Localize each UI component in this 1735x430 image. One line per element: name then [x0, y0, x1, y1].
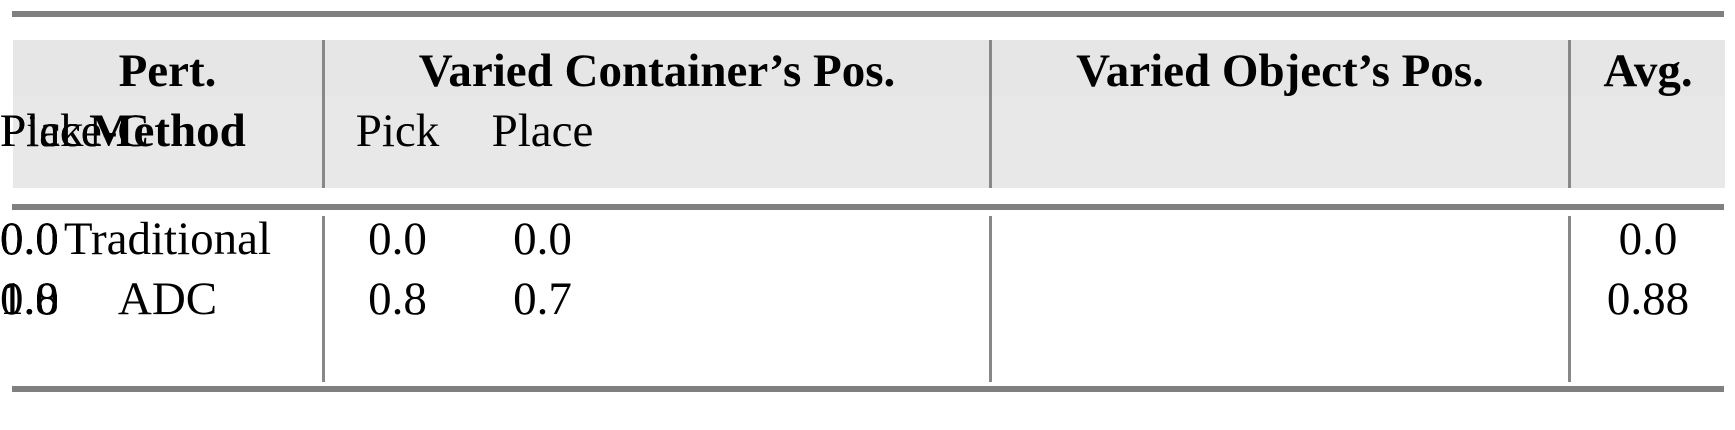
table-subheader-shading [13, 96, 1725, 188]
body-divider-after-method [322, 216, 325, 382]
body-divider-before-avg [1568, 216, 1571, 382]
cell-adc-g1-place: 0.7 [513, 273, 572, 325]
header-divider-before-avg [1568, 40, 1571, 188]
table-row-label-adc: ADC [117, 273, 218, 325]
cell-adc-g2-place-c: 1.0 [0, 273, 59, 325]
subheader-g2-place-c: Place-C [0, 105, 149, 157]
subheader-g1-pick: Pick [355, 105, 440, 157]
body-divider-between-groups [989, 216, 992, 382]
row-header-label-line2: Method [89, 105, 246, 157]
cell-traditional-g2-place-c: 0.0 [0, 213, 59, 265]
cell-traditional-g1-place-c: 0.0 [0, 213, 59, 265]
header-divider-after-method [322, 40, 325, 188]
cell-traditional-g1-place: 0.0 [513, 213, 572, 265]
header-divider-between-groups [989, 40, 992, 188]
cell-adc-g2-place: 1.0 [0, 273, 59, 325]
group-header-varied-container-pos: Varied Container’s Pos. [418, 45, 896, 97]
row-header-label-line1: Pert. [118, 45, 217, 97]
cell-adc-avg: 0.88 [1606, 273, 1690, 325]
cell-adc-g1-pick: 0.8 [368, 273, 427, 325]
cell-traditional-g2-pick: 0.0 [0, 213, 59, 265]
table-row-label-traditional: Traditional [63, 213, 272, 265]
subheader-g2-pick: Pick [0, 105, 84, 157]
subheader-g1-place-c: Place-C [0, 105, 149, 157]
subheader-g2-place: Place [0, 105, 102, 157]
cell-adc-g1-place-c: 1.0 [0, 273, 59, 325]
cell-traditional-g1-pick: 0.0 [368, 213, 427, 265]
column-header-avg: Avg. [1603, 45, 1693, 97]
subheader-g1-place: Place [491, 105, 594, 157]
table-top-rule [12, 11, 1724, 17]
cell-traditional-g2-place: 0.0 [0, 213, 59, 265]
cell-traditional-avg: 0.0 [1618, 213, 1678, 265]
group-header-varied-object-pos: Varied Object’s Pos. [1076, 45, 1484, 97]
table-mid-rule [12, 204, 1724, 210]
table-bottom-rule [12, 386, 1724, 392]
cell-adc-g2-pick: 0.8 [0, 273, 59, 325]
table-header-shading [13, 40, 1725, 188]
